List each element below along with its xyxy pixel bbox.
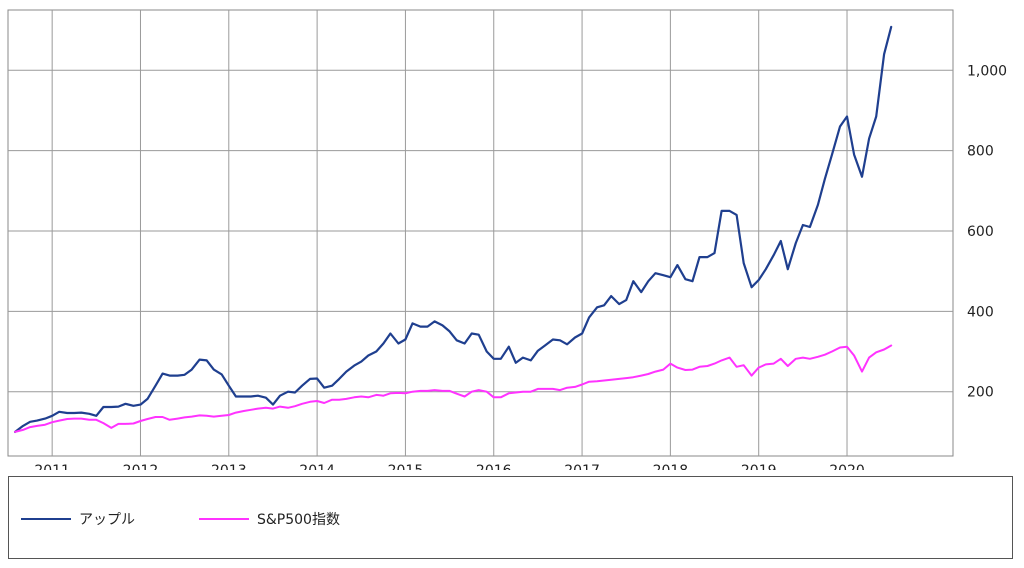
legend-swatch-sp500 xyxy=(199,518,249,520)
series-lines xyxy=(14,25,893,433)
series-line-sp500 xyxy=(14,344,893,433)
legend-item-sp500: S&P500指数 xyxy=(199,509,340,529)
y-tick-label: 800 xyxy=(967,144,994,160)
x-tick-label: 2015 xyxy=(388,463,424,470)
legend-label-sp500: S&P500指数 xyxy=(257,512,340,528)
series-line-apple xyxy=(14,25,893,433)
y-tick-label: 400 xyxy=(967,304,994,320)
x-tick-label: 2016 xyxy=(476,463,512,470)
y-tick-label: 600 xyxy=(967,224,994,240)
x-tick-label: 2014 xyxy=(299,463,335,470)
y-tick-label: 200 xyxy=(967,385,994,401)
x-tick-label: 2019 xyxy=(741,463,777,470)
x-tick-label: 2011 xyxy=(34,463,70,470)
legend-swatch-apple xyxy=(21,518,71,520)
x-tick-label: 2012 xyxy=(123,463,159,470)
y-tick-label: 1,000 xyxy=(967,63,1007,79)
plot-area: 2011 2012 2013 2014 2015 2016 2017 2018 2019 2020… xyxy=(7,9,1007,470)
grid xyxy=(8,10,953,456)
x-tick-label: 2018 xyxy=(653,463,689,470)
plot-frame xyxy=(7,9,954,457)
x-tick-label: 2013 xyxy=(211,463,247,470)
legend: アップル S&P500指数 xyxy=(8,476,1013,559)
legend-item-apple: アップル xyxy=(21,509,135,529)
x-tick-label: 2020 xyxy=(829,463,865,470)
axes: 2011 2012 2013 2014 2015 2016 2017 2018 2019 2020… xyxy=(34,63,1007,470)
x-tick-label: 2017 xyxy=(564,463,600,470)
legend-label-apple: アップル xyxy=(79,512,135,528)
